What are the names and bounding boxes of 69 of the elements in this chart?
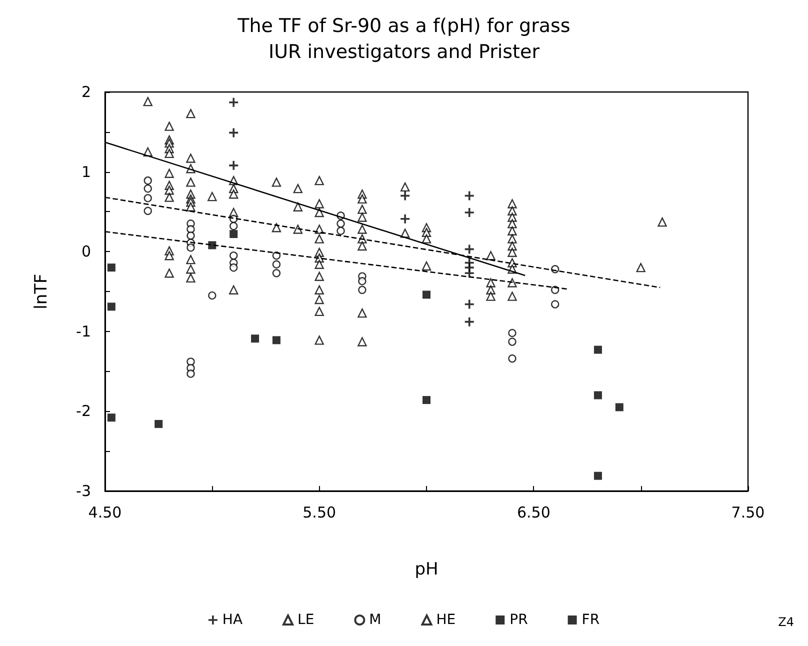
point: [208, 291, 216, 300]
point: [107, 414, 116, 422]
point: [358, 277, 366, 286]
point: [229, 160, 238, 170]
point: [144, 206, 152, 215]
y-tick-label: -1: [76, 322, 91, 340]
point: [615, 403, 624, 412]
legend-label: HA: [222, 612, 243, 628]
point: [186, 244, 195, 252]
text: Z4: [778, 615, 794, 629]
x-tick-label: 5.50: [302, 504, 336, 522]
chart-title: The TF of Sr-90 as a f(pH) for grass IUR investigators and Prister: [236, 15, 570, 63]
point: [400, 182, 410, 192]
point: [230, 263, 238, 272]
point: [464, 300, 474, 309]
point: [464, 244, 474, 254]
point: [272, 260, 281, 268]
legend-label: LE: [298, 612, 314, 628]
point: [251, 334, 260, 343]
point: [336, 226, 345, 235]
point: [230, 251, 238, 260]
point: [230, 230, 238, 238]
legend-label: PR: [510, 612, 528, 628]
point: [464, 191, 474, 200]
point: [230, 222, 238, 230]
point: [143, 96, 152, 106]
x-tick-label: 4.50: [88, 504, 122, 522]
point: [107, 302, 116, 311]
point: [336, 220, 345, 228]
point: [144, 176, 152, 185]
point: [594, 472, 602, 480]
point: [186, 225, 195, 234]
point: [508, 338, 516, 346]
point: [508, 354, 516, 363]
x-axis-title: pH: [414, 560, 438, 580]
legend-label: M: [369, 612, 382, 628]
y-tick-label: -3: [76, 482, 91, 500]
legend-label: FR: [582, 612, 600, 628]
x-tick-label: 7.50: [731, 504, 765, 522]
point: [154, 420, 163, 428]
point: [551, 300, 560, 308]
point: [464, 208, 474, 217]
point: [400, 214, 410, 224]
x-tick-label: 6.50: [516, 504, 550, 522]
point: [144, 184, 152, 193]
point: [422, 290, 430, 299]
point: [229, 128, 238, 138]
y-tick-label: -2: [76, 402, 91, 420]
legend-label: HE: [436, 612, 456, 628]
point: [508, 328, 516, 338]
point: [422, 396, 430, 404]
point: [144, 194, 152, 202]
point: [358, 286, 366, 294]
point: [229, 98, 238, 107]
y-tick-label: 1: [81, 162, 91, 181]
point: [272, 269, 281, 278]
point: [464, 268, 474, 278]
point: [594, 346, 602, 354]
y-tick-label: 0: [81, 242, 91, 261]
point: [186, 358, 195, 366]
point: [186, 232, 195, 240]
y-tick-label: 2: [81, 83, 91, 101]
point: [272, 336, 280, 344]
point: [594, 391, 602, 400]
y-axis-title: lnTF: [32, 274, 52, 310]
point: [186, 370, 195, 378]
point: [400, 191, 410, 200]
point: [107, 264, 116, 272]
point: [464, 317, 474, 326]
